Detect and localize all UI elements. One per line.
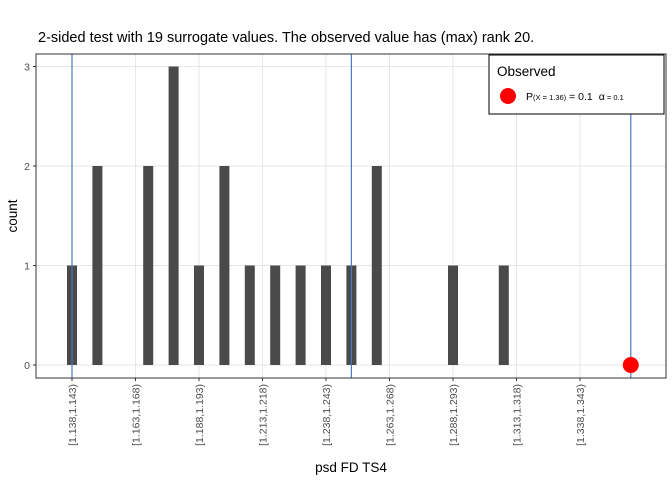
x-tick-label: [1.188,1.193) (194, 384, 206, 446)
x-tick-label: [1.338,1.343) (575, 384, 587, 446)
x-axis: [1.138,1.143) [1.163,1.168) [1.188,1.193) [… (67, 378, 587, 446)
bar (270, 265, 281, 365)
y-tick-label: 2 (24, 161, 30, 173)
y-axis-title: count (5, 199, 20, 232)
bar (143, 166, 154, 365)
bar (92, 166, 103, 365)
observed-points (622, 357, 639, 373)
x-tick-label: [1.238,1.243) (321, 384, 333, 446)
bar (168, 66, 179, 365)
y-tick-label: 3 (24, 62, 30, 74)
bar (194, 265, 204, 365)
x-axis-title: psd FD TS4 (315, 460, 387, 475)
panel-border (35, 53, 667, 379)
x-tick-label: [1.263,1.268) (385, 384, 397, 446)
legend-label: P(X = 1.36) = 0.1 α = 0.1 (526, 91, 624, 103)
legend-box (488, 54, 665, 115)
legend-title: Observed (497, 64, 556, 79)
x-tick-label: [1.213,1.218) (258, 384, 270, 446)
legend: Observed P(X = 1.36) = 0.1 α = 0.1 (488, 54, 665, 115)
bar (219, 166, 230, 365)
x-tick-label: [1.288,1.293) (448, 384, 460, 446)
legend-p-condition: (X = 1.36) (533, 93, 567, 102)
y-tick-label: 0 (24, 360, 30, 372)
observed-point (622, 357, 639, 373)
legend-p-value: = 0.1 (566, 91, 593, 103)
x-tick-label: [1.138,1.143) (67, 384, 79, 446)
bar (498, 265, 509, 365)
bar (321, 265, 331, 365)
y-tick-label: 1 (24, 261, 30, 273)
legend-key-point (500, 88, 516, 104)
bar (371, 166, 382, 365)
x-tick-label: [1.163,1.168) (131, 384, 143, 446)
legend-p: P (526, 91, 533, 103)
bar (244, 265, 255, 365)
bar (295, 265, 306, 365)
chart-title: 2-sided test with 19 surrogate values. T… (38, 30, 534, 46)
legend-alpha: α (599, 91, 605, 103)
bar (448, 265, 458, 365)
y-axis: 0 1 2 3 (24, 62, 36, 372)
legend-alpha-value: = 0.1 (605, 93, 624, 102)
x-tick-label: [1.313,1.318) (512, 384, 524, 446)
bars (67, 66, 509, 365)
